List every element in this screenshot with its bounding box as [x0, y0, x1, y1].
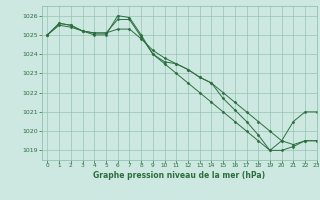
X-axis label: Graphe pression niveau de la mer (hPa): Graphe pression niveau de la mer (hPa)	[93, 171, 265, 180]
